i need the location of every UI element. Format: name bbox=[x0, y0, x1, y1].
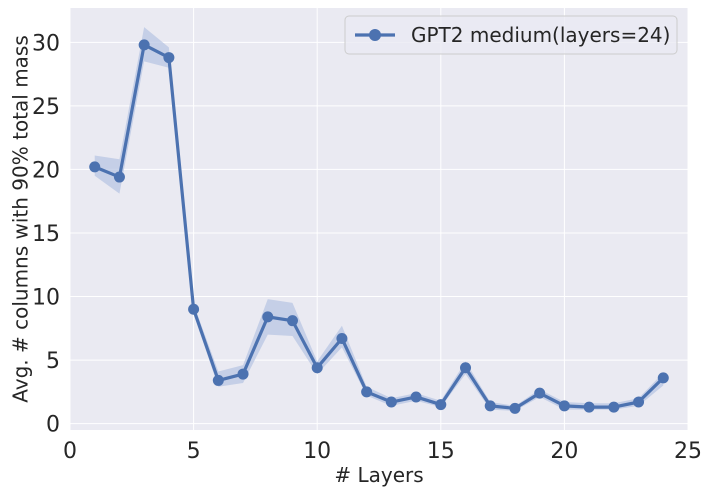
y-tick-label: 10 bbox=[32, 286, 60, 311]
data-point bbox=[336, 332, 348, 344]
data-point bbox=[509, 402, 521, 414]
y-tick-label: 30 bbox=[32, 31, 60, 56]
data-point bbox=[534, 387, 546, 399]
legend-label: GPT2 medium(layers=24) bbox=[411, 23, 670, 47]
legend-box bbox=[344, 15, 678, 55]
data-points bbox=[89, 39, 669, 414]
data-point bbox=[484, 400, 496, 412]
data-point bbox=[583, 401, 595, 413]
y-tick-label: 0 bbox=[46, 413, 60, 438]
data-point bbox=[657, 372, 669, 384]
legend: GPT2 medium(layers=24) bbox=[344, 15, 678, 55]
legend-marker-swatch bbox=[369, 29, 381, 41]
data-point bbox=[311, 362, 323, 374]
data-point bbox=[138, 39, 150, 51]
x-tick-label: 5 bbox=[187, 439, 201, 464]
data-point bbox=[262, 311, 274, 323]
data-point bbox=[89, 161, 101, 173]
y-tick-label: 25 bbox=[32, 95, 60, 120]
data-point bbox=[385, 396, 397, 408]
x-tick-label: 20 bbox=[550, 439, 578, 464]
data-point bbox=[113, 171, 125, 183]
data-point bbox=[361, 386, 373, 398]
x-tick-label: 0 bbox=[63, 439, 77, 464]
data-point bbox=[558, 400, 570, 412]
y-axis-label: Avg. # columns with 90% total mass bbox=[9, 35, 33, 403]
y-tick-label: 5 bbox=[46, 349, 60, 374]
data-point bbox=[188, 303, 200, 315]
data-point bbox=[212, 374, 224, 386]
x-tick-label: 10 bbox=[303, 439, 331, 464]
x-tick-label: 15 bbox=[427, 439, 455, 464]
y-tick-labels: 0 5 10 15 20 25 30 bbox=[32, 31, 60, 437]
data-point bbox=[237, 368, 249, 380]
x-tick-label: 25 bbox=[674, 439, 702, 464]
data-point bbox=[435, 399, 447, 411]
data-point bbox=[286, 315, 298, 327]
data-point bbox=[460, 362, 472, 374]
y-tick-label: 20 bbox=[32, 158, 60, 183]
data-point bbox=[410, 391, 422, 403]
x-tick-labels: 0 5 10 15 20 25 bbox=[63, 439, 702, 464]
data-point bbox=[608, 401, 620, 413]
plot-area bbox=[70, 8, 688, 430]
y-tick-label: 15 bbox=[32, 222, 60, 247]
data-point bbox=[163, 52, 175, 64]
data-point bbox=[633, 396, 645, 408]
x-axis-label: # Layers bbox=[334, 463, 423, 487]
